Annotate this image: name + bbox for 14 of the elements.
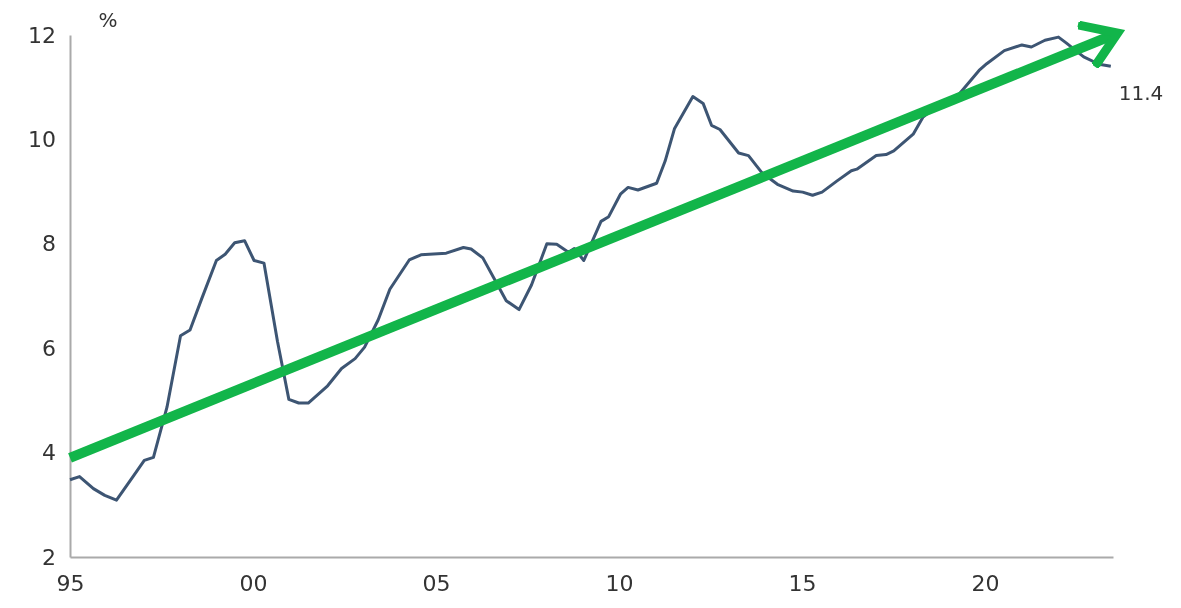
y-tick-label: 10 bbox=[28, 126, 56, 152]
y-tick-label: 12 bbox=[28, 22, 56, 48]
x-tick-label: 20 bbox=[971, 570, 1000, 596]
x-tick-label: 10 bbox=[605, 570, 634, 596]
y-tick-label: 8 bbox=[42, 231, 56, 257]
annotation: 11.4 bbox=[1118, 81, 1164, 106]
y-axis-title: % bbox=[98, 8, 118, 32]
y-tick-label: 6 bbox=[42, 335, 56, 361]
x-tick-label: 15 bbox=[788, 570, 817, 596]
x-tick-label: 95 bbox=[56, 570, 85, 596]
y-tick-label: 2 bbox=[42, 544, 56, 570]
y-tick-label: 4 bbox=[42, 440, 56, 466]
x-tick-label: 05 bbox=[422, 570, 451, 596]
x-tick-label: 00 bbox=[239, 570, 268, 596]
